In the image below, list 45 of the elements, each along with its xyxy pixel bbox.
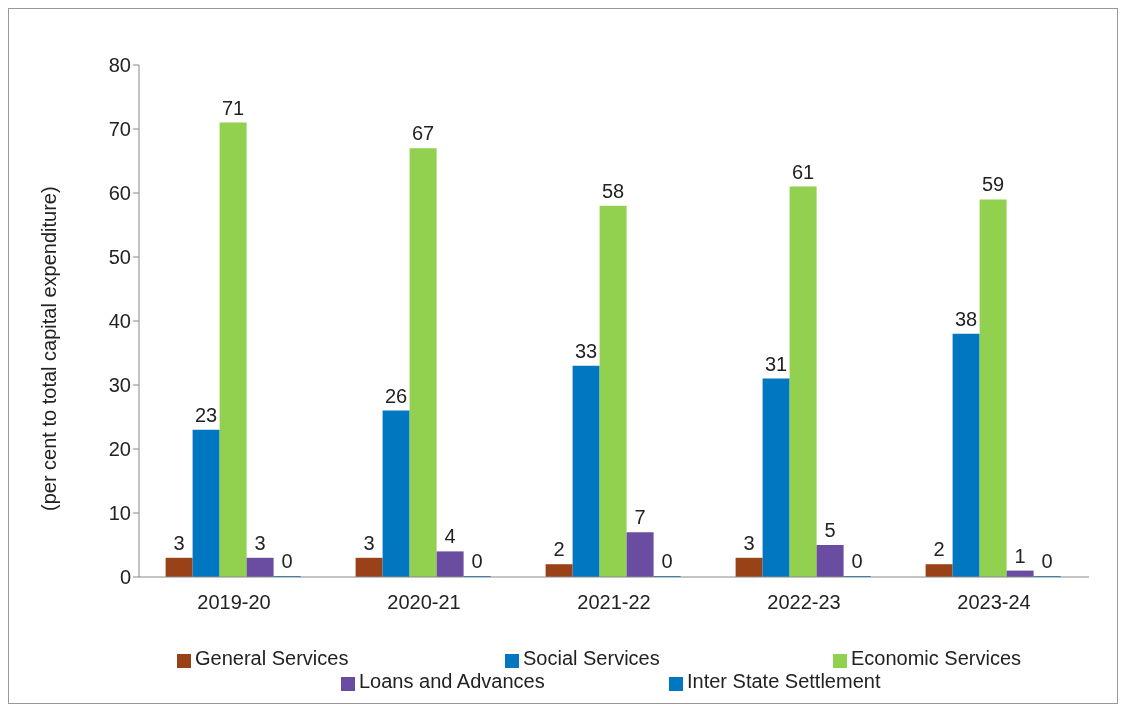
data-label: 3: [254, 531, 266, 554]
x-tick-label: 2020-21: [387, 591, 461, 614]
y-tick-label: 20: [108, 438, 131, 461]
y-tick-label: 80: [108, 54, 131, 77]
data-label: 58: [601, 179, 625, 202]
y-tick-label: 0: [119, 566, 131, 589]
data-label: 0: [1041, 550, 1053, 572]
data-label: 38: [954, 307, 978, 330]
data-label: 67: [411, 122, 435, 145]
y-tick-label: 50: [108, 246, 131, 269]
y-tick-label: 10: [108, 502, 131, 525]
legend-label: Economic Services: [851, 647, 1023, 670]
data-label: 5: [824, 519, 836, 541]
data-label: 23: [194, 403, 218, 426]
data-label: 3: [743, 531, 755, 554]
data-label: 4: [444, 525, 456, 548]
data-label: 0: [661, 550, 673, 572]
data-label: 7: [634, 506, 646, 529]
y-tick-label: 60: [108, 182, 131, 205]
data-label: 2: [933, 538, 945, 561]
data-label: 3: [363, 531, 375, 554]
y-axis-title: (per cent to total capital expenditure): [38, 186, 61, 511]
data-label: 0: [851, 550, 863, 572]
y-tick-label: 40: [108, 310, 131, 333]
data-label: 2: [553, 538, 565, 561]
legend-label: Inter State Settlement: [687, 670, 882, 693]
data-label: 1: [1014, 544, 1026, 567]
data-label: 61: [791, 160, 815, 183]
data-label: 71: [221, 96, 245, 119]
legend-label: General Services: [195, 647, 350, 670]
data-label: 59: [981, 173, 1005, 196]
data-label: 33: [574, 339, 598, 362]
legend-label: Social Services: [523, 647, 661, 670]
data-label: 26: [384, 384, 408, 407]
x-tick-label: 2019-20: [197, 591, 271, 614]
data-label: 31: [764, 352, 788, 375]
legend-label: Loans and Advances: [359, 670, 546, 693]
y-tick-label: 70: [108, 118, 131, 141]
x-tick-label: 2023-24: [957, 591, 1031, 614]
y-tick-label: 30: [108, 374, 131, 397]
data-label: 0: [471, 550, 483, 572]
x-tick-label: 2022-23: [767, 591, 841, 614]
x-tick-label: 2021-22: [577, 591, 651, 614]
data-label: 0: [281, 550, 293, 572]
data-label: 3: [173, 531, 185, 554]
